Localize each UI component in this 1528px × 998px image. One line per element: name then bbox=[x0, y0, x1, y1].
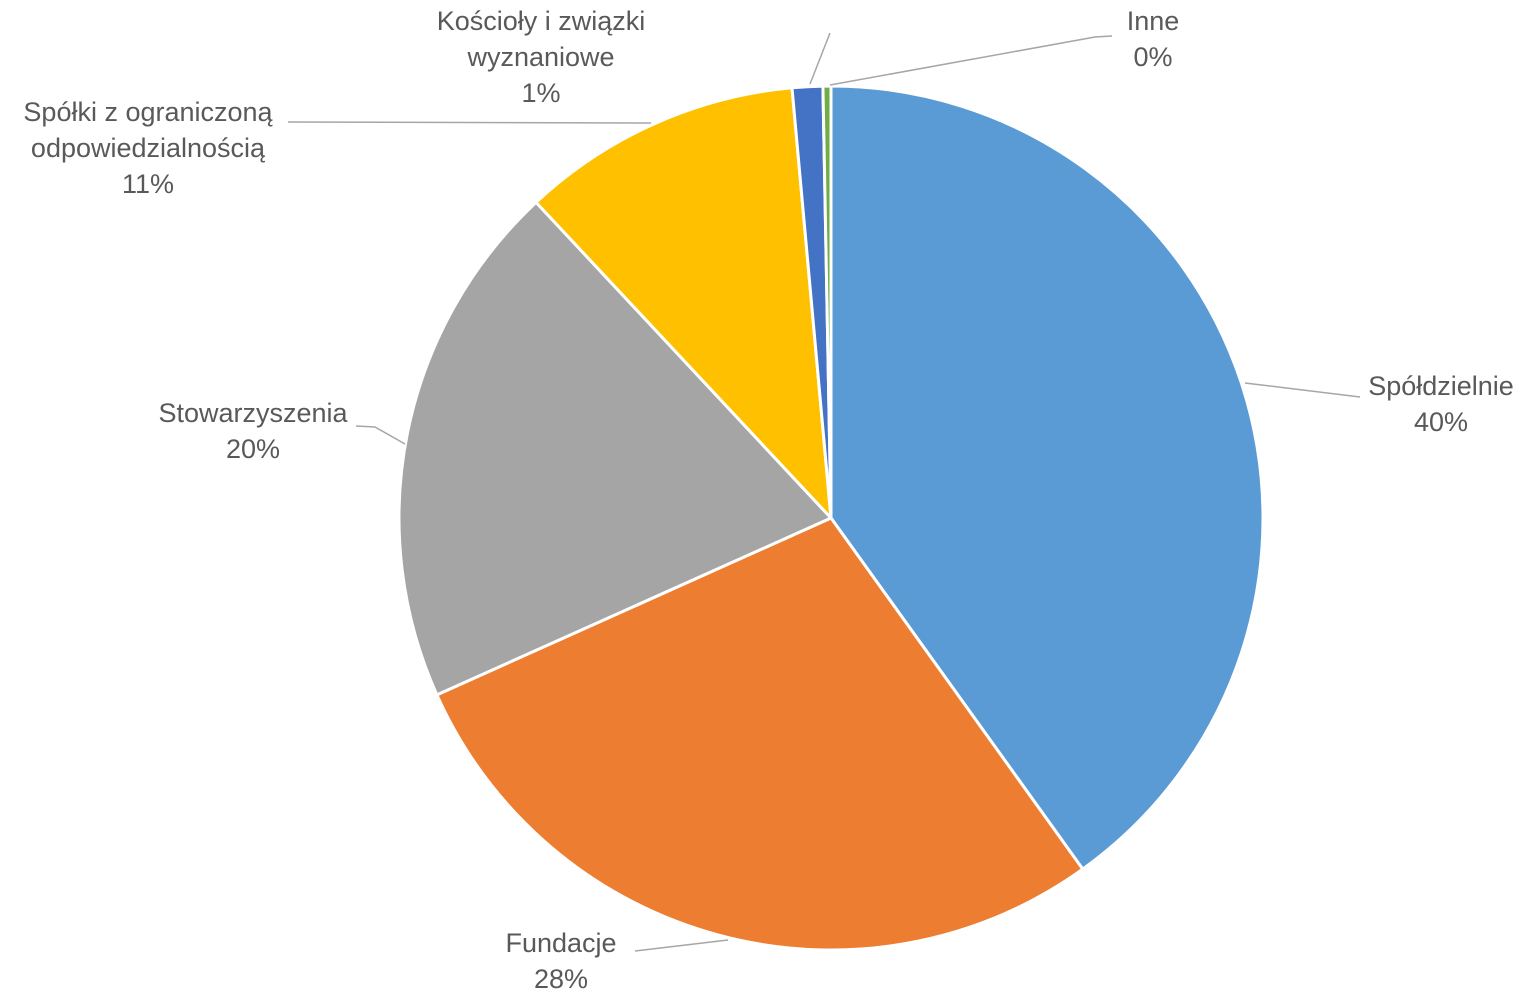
data-label-category: Spółki z ograniczoną bbox=[23, 97, 273, 127]
data-label-category: Fundacje bbox=[505, 928, 616, 958]
data-label-category: Spółdzielnie bbox=[1368, 371, 1514, 401]
data-label-percent: 40% bbox=[1414, 407, 1468, 437]
pie-slices bbox=[399, 86, 1263, 950]
data-label-koscioly-i-zwiazki-wyznaniowe: Kościoły i związki wyznaniowe 1% bbox=[437, 6, 646, 108]
leader-line-koscioly-i-zwiazki-wyznaniowe bbox=[810, 33, 830, 84]
data-label-category: odpowiedzialnością bbox=[31, 133, 266, 163]
data-label-percent: 0% bbox=[1133, 42, 1172, 72]
leader-line-inne bbox=[830, 36, 1112, 85]
data-label-category: Inne bbox=[1127, 6, 1180, 36]
data-label-category: wyznaniowe bbox=[466, 42, 614, 72]
data-label-category: Kościoły i związki bbox=[437, 6, 646, 36]
data-label-spoldzielnie: Spółdzielnie 40% bbox=[1368, 371, 1514, 437]
data-label-percent: 1% bbox=[521, 78, 560, 108]
data-label-spolki-z-ograniczona-odpowiedzialnoscia: Spółki z ograniczoną odpowiedzialnością 11… bbox=[23, 97, 273, 199]
leader-line-spolki-z-ograniczona-odpowiedzialnoscia bbox=[288, 122, 651, 123]
data-label-percent: 28% bbox=[534, 964, 588, 994]
leader-line-stowarzyszenia bbox=[356, 426, 405, 444]
data-label-stowarzyszenia: Stowarzyszenia 20% bbox=[158, 398, 348, 464]
leader-line-spoldzielnie bbox=[1245, 383, 1360, 397]
data-label-percent: 20% bbox=[226, 434, 280, 464]
leader-line-fundacje bbox=[635, 940, 728, 951]
data-label-percent: 11% bbox=[122, 169, 174, 199]
data-label-category: Stowarzyszenia bbox=[158, 398, 348, 428]
data-label-inne: Inne 0% bbox=[1127, 6, 1180, 72]
data-label-fundacje: Fundacje 28% bbox=[505, 928, 616, 994]
